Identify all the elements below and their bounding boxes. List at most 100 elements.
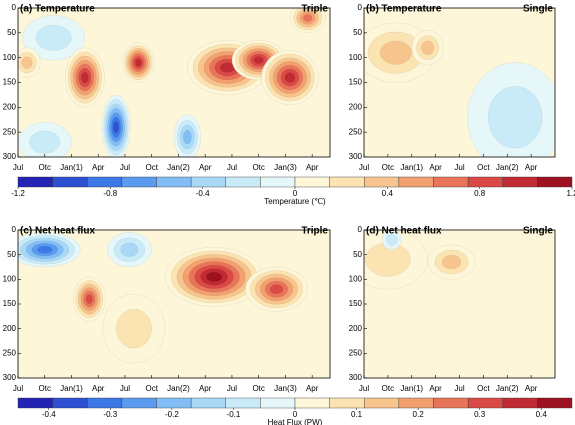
y-tick-label: 100 — [349, 274, 363, 283]
colorbar-box — [467, 397, 503, 409]
panel-title: (a) Temperature — [20, 4, 95, 15]
y-tick-label: 200 — [3, 102, 17, 111]
colorbar-tick-label: -0.2 — [165, 410, 179, 419]
colorbar-box — [364, 397, 400, 409]
contour-level — [183, 130, 192, 145]
x-tick-label: Apr — [92, 384, 105, 393]
panel-title: (c) Net heat flux — [20, 226, 95, 237]
x-tick-label: Jan(2) — [496, 384, 519, 393]
contour-level — [206, 272, 222, 282]
colorbar-box — [433, 397, 469, 409]
x-tick-label: Jul — [13, 384, 23, 393]
x-tick-label: Apr — [92, 163, 105, 172]
y-tick-label: 200 — [3, 324, 17, 333]
x-tick-label: Otc — [382, 163, 394, 172]
y-tick-label: 250 — [349, 348, 363, 357]
x-tick-label: Apr — [429, 163, 442, 172]
colorbar-box — [156, 397, 192, 409]
panel-tag: Triple — [301, 226, 328, 237]
colorbar-box — [156, 176, 192, 188]
y-tick-label: 50 — [353, 250, 362, 259]
x-tick-label: Oct — [145, 163, 158, 172]
colorbar-box — [398, 176, 434, 188]
x-tick-label: Jul — [120, 163, 130, 172]
colorbar-box — [87, 176, 123, 188]
colorbar-tick-label: 0.8 — [474, 189, 486, 198]
colorbar-tick-label: 0.2 — [413, 410, 425, 419]
x-tick-label: Jul — [227, 384, 237, 393]
x-tick-label: Apr — [199, 384, 212, 393]
x-tick-label: Oct — [477, 384, 490, 393]
panel-tag: Single — [523, 226, 553, 237]
colorbar-tick-label: -1.2 — [11, 189, 25, 198]
contour-field — [364, 8, 555, 157]
x-tick-label: Apr — [429, 384, 442, 393]
contour-level — [303, 14, 313, 22]
colorbar-box — [502, 176, 538, 188]
x-tick-label: Oct — [145, 384, 158, 393]
x-tick-label: Jan(1) — [400, 384, 423, 393]
x-tick-label: Otc — [39, 163, 51, 172]
contour-level — [284, 72, 296, 83]
contour-level — [37, 245, 53, 254]
colorbar-box — [225, 397, 261, 409]
y-tick-label: 250 — [3, 348, 17, 357]
y-tick-label: 100 — [3, 53, 17, 62]
x-tick-label: Otc — [252, 163, 264, 172]
y-tick-label: 300 — [3, 373, 17, 382]
y-tick-label: 250 — [349, 127, 363, 136]
colorbar-box — [260, 397, 296, 409]
colorbar-box — [17, 176, 53, 188]
y-tick-label: 0 — [358, 3, 363, 12]
colorbar-box — [87, 397, 123, 409]
colorbar-box — [121, 397, 157, 409]
colorbar-box — [502, 397, 538, 409]
x-tick-label: Jul — [227, 163, 237, 172]
x-tick-label: Jan(3) — [274, 163, 297, 172]
y-tick-label: 300 — [349, 152, 363, 161]
contour-level — [35, 24, 72, 51]
y-tick-label: 100 — [349, 53, 363, 62]
contour-level — [421, 40, 435, 55]
colorbar-box — [294, 176, 330, 188]
contour-level — [386, 234, 398, 246]
x-tick-label: Otc — [39, 384, 51, 393]
x-tick-label: Apr — [525, 163, 538, 172]
contour-level — [120, 242, 139, 257]
colorbar-box — [467, 176, 503, 188]
colorbar-tick-label: 0.4 — [382, 189, 394, 198]
colorbar-title: Temperature (℃) — [264, 197, 326, 206]
colorbar-box — [52, 397, 88, 409]
x-tick-label: Jul — [13, 163, 23, 172]
colorbar-box — [329, 397, 365, 409]
x-tick-label: Jan(2) — [167, 163, 190, 172]
contour-field — [18, 230, 330, 378]
contour-level — [269, 284, 284, 294]
y-tick-label: 150 — [349, 78, 363, 87]
colorbar-tick-label: -0.8 — [103, 189, 117, 198]
colorbar-tick-label: 0.1 — [351, 410, 363, 419]
x-tick-label: Apr — [306, 163, 319, 172]
colorbar-box — [537, 397, 573, 409]
x-tick-label: Jul — [120, 384, 130, 393]
x-tick-label: Jan(1) — [60, 163, 83, 172]
contour-level — [379, 40, 412, 65]
x-tick-label: Apr — [525, 384, 538, 393]
x-tick-label: Otc — [252, 384, 264, 393]
colorbar-box — [17, 397, 53, 409]
colorbar-box — [260, 176, 296, 188]
contour-level — [85, 294, 93, 304]
y-tick-label: 0 — [12, 225, 17, 234]
colorbar-tick-label: -0.4 — [196, 189, 210, 198]
x-tick-label: Apr — [306, 384, 319, 393]
colorbar-tick-label: 0 — [293, 189, 298, 198]
panel-tag: Triple — [301, 4, 328, 15]
colorbar-box — [190, 397, 226, 409]
x-tick-label: Jan(2) — [496, 163, 519, 172]
colorbar-tick-label: 0.3 — [474, 410, 486, 419]
colorbar-tick-label: 1.2 — [566, 189, 575, 198]
x-tick-label: Otc — [382, 384, 394, 393]
y-tick-label: 300 — [3, 152, 17, 161]
contour-level — [135, 58, 142, 67]
x-tick-label: Jul — [359, 384, 369, 393]
